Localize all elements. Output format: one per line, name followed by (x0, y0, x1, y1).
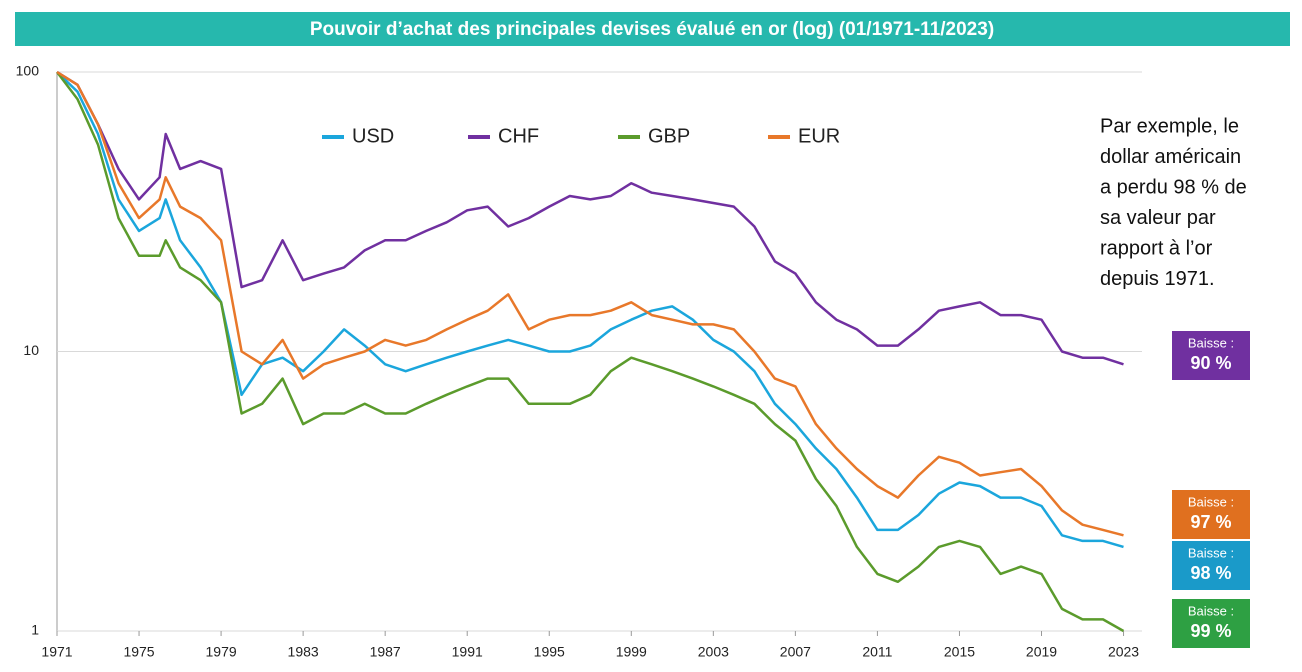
series-line (56, 70, 1124, 366)
legend-label: EUR (798, 125, 840, 147)
annotation: rapport à l’or (1100, 237, 1213, 259)
legend-label: USD (352, 125, 394, 147)
x-tick-label: 1975 (123, 644, 154, 660)
badge (1172, 541, 1250, 590)
x-tick-label: 1983 (288, 644, 319, 660)
x-tick-label: 1995 (534, 644, 565, 660)
badge-label: Baisse : (1188, 603, 1234, 618)
y-tick-label: 10 (23, 342, 39, 358)
badge-value: 90 % (1190, 353, 1231, 373)
series-line (56, 70, 1124, 537)
x-tick-label: 1987 (370, 644, 401, 660)
annotation: sa valeur par (1100, 207, 1216, 229)
badge-value: 97 % (1190, 512, 1231, 532)
x-tick-label: 2011 (862, 644, 892, 660)
y-tick-label: 100 (16, 63, 40, 79)
badge-label: Baisse : (1188, 335, 1234, 350)
badge-label: Baisse : (1188, 545, 1234, 560)
x-tick-label: 2007 (780, 644, 811, 660)
title-bar (15, 12, 1290, 46)
badge (1172, 331, 1250, 380)
legend-label: CHF (498, 125, 539, 147)
annotation: dollar américain (1100, 146, 1241, 168)
series-line (56, 71, 1125, 633)
x-tick-label: 2003 (698, 644, 729, 660)
badge (1172, 599, 1250, 648)
annotation: Par exemple, le (1100, 115, 1239, 137)
x-tick-label: 2015 (944, 644, 975, 660)
x-tick-label: 2023 (1108, 644, 1139, 660)
chart-title: Pouvoir d’achat des principales devises … (310, 19, 994, 40)
x-tick-label: 1979 (206, 644, 237, 660)
x-tick-label: 1991 (452, 644, 483, 660)
annotation: depuis 1971. (1100, 268, 1215, 290)
series-line (56, 71, 1124, 549)
annotation: a perdu 98 % de (1100, 176, 1247, 198)
badge-value: 98 % (1190, 563, 1231, 583)
badge (1172, 490, 1250, 539)
badge-label: Baisse : (1188, 494, 1234, 509)
x-tick-label: 2019 (1026, 644, 1057, 660)
legend-label: GBP (648, 125, 690, 147)
y-tick-label: 1 (31, 622, 39, 638)
x-tick-label: 1999 (616, 644, 647, 660)
x-tick-label: 1971 (41, 644, 72, 660)
badge-value: 99 % (1190, 621, 1231, 641)
